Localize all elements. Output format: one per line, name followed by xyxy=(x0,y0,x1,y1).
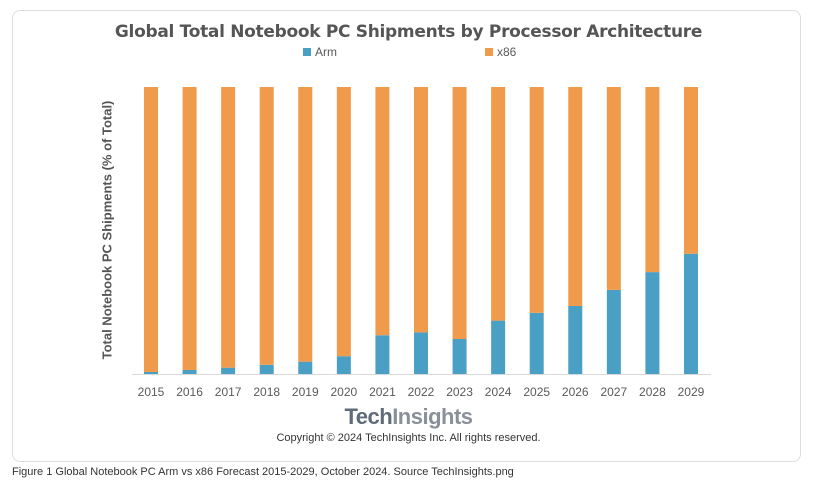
chart-title: Global Total Notebook PC Shipments by Pr… xyxy=(114,22,703,42)
x-tick-label: 2019 xyxy=(292,385,319,399)
x-tick-label: 2026 xyxy=(562,385,589,399)
bar-x86-2021 xyxy=(375,87,390,336)
x-tick-label: 2015 xyxy=(138,385,165,399)
bar-x86-2016 xyxy=(182,87,197,370)
x-tick-label: 2017 xyxy=(215,385,242,399)
bar-arm-2024 xyxy=(491,320,506,374)
bar-x86-2023 xyxy=(452,87,467,339)
bar-x86-2024 xyxy=(491,87,506,321)
bar-x86-2022 xyxy=(413,87,428,333)
bar-arm-2015 xyxy=(144,371,158,374)
figure-caption: Figure 1 Global Notebook PC Arm vs x86 F… xyxy=(12,466,514,478)
bar-x86-2025 xyxy=(529,87,544,313)
chart-card xyxy=(12,10,801,462)
bar-arm-2022 xyxy=(413,332,428,374)
x-tick-label: 2027 xyxy=(600,385,627,399)
x-tick-label: 2016 xyxy=(176,385,203,399)
bar-x86-2017 xyxy=(221,87,236,368)
legend-label-x86: x86 xyxy=(497,45,517,59)
copyright-text: Copyright © 2024 TechInsights Inc. All r… xyxy=(276,432,541,444)
bar-arm-2026 xyxy=(568,305,583,374)
bar-x86-2027 xyxy=(606,87,621,290)
bar-arm-2016 xyxy=(182,369,197,374)
bar-arm-2029 xyxy=(683,253,698,374)
bar-arm-2021 xyxy=(375,335,390,374)
legend-swatch-x86 xyxy=(485,48,493,56)
bar-arm-2023 xyxy=(452,338,467,374)
x-tick-label: 2022 xyxy=(408,385,435,399)
legend-label-arm: Arm xyxy=(315,45,337,59)
x-tick-label: 2018 xyxy=(253,385,280,399)
legend-item-x86: x86 xyxy=(485,45,516,59)
bar-arm-2018 xyxy=(259,364,274,374)
x-tick-label: 2025 xyxy=(523,385,550,399)
legend-item-arm: Arm xyxy=(303,45,337,59)
bar-arm-2027 xyxy=(606,289,621,374)
bar-arm-2025 xyxy=(529,312,544,374)
bar-arm-2020 xyxy=(336,356,351,374)
legend-swatch-arm xyxy=(303,48,311,56)
bar-x86-2019 xyxy=(298,87,313,362)
x-tick-label: 2024 xyxy=(485,385,512,399)
x-tick-label: 2023 xyxy=(446,385,473,399)
x-tick-label: 2029 xyxy=(678,385,705,399)
x-tick-label: 2020 xyxy=(330,385,357,399)
bar-arm-2017 xyxy=(221,367,236,374)
bar-x86-2028 xyxy=(645,87,660,273)
bar-x86-2018 xyxy=(259,87,274,365)
bar-arm-2028 xyxy=(645,272,660,374)
bar-arm-2019 xyxy=(298,361,313,374)
bar-x86-2015 xyxy=(144,87,158,372)
bar-x86-2026 xyxy=(568,87,583,306)
techinsights-logo: TechInsights xyxy=(344,404,473,429)
x-tick-label: 2021 xyxy=(369,385,396,399)
bar-x86-2020 xyxy=(336,87,351,357)
bar-x86-2029 xyxy=(683,87,698,254)
x-tick-label: 2028 xyxy=(639,385,666,399)
